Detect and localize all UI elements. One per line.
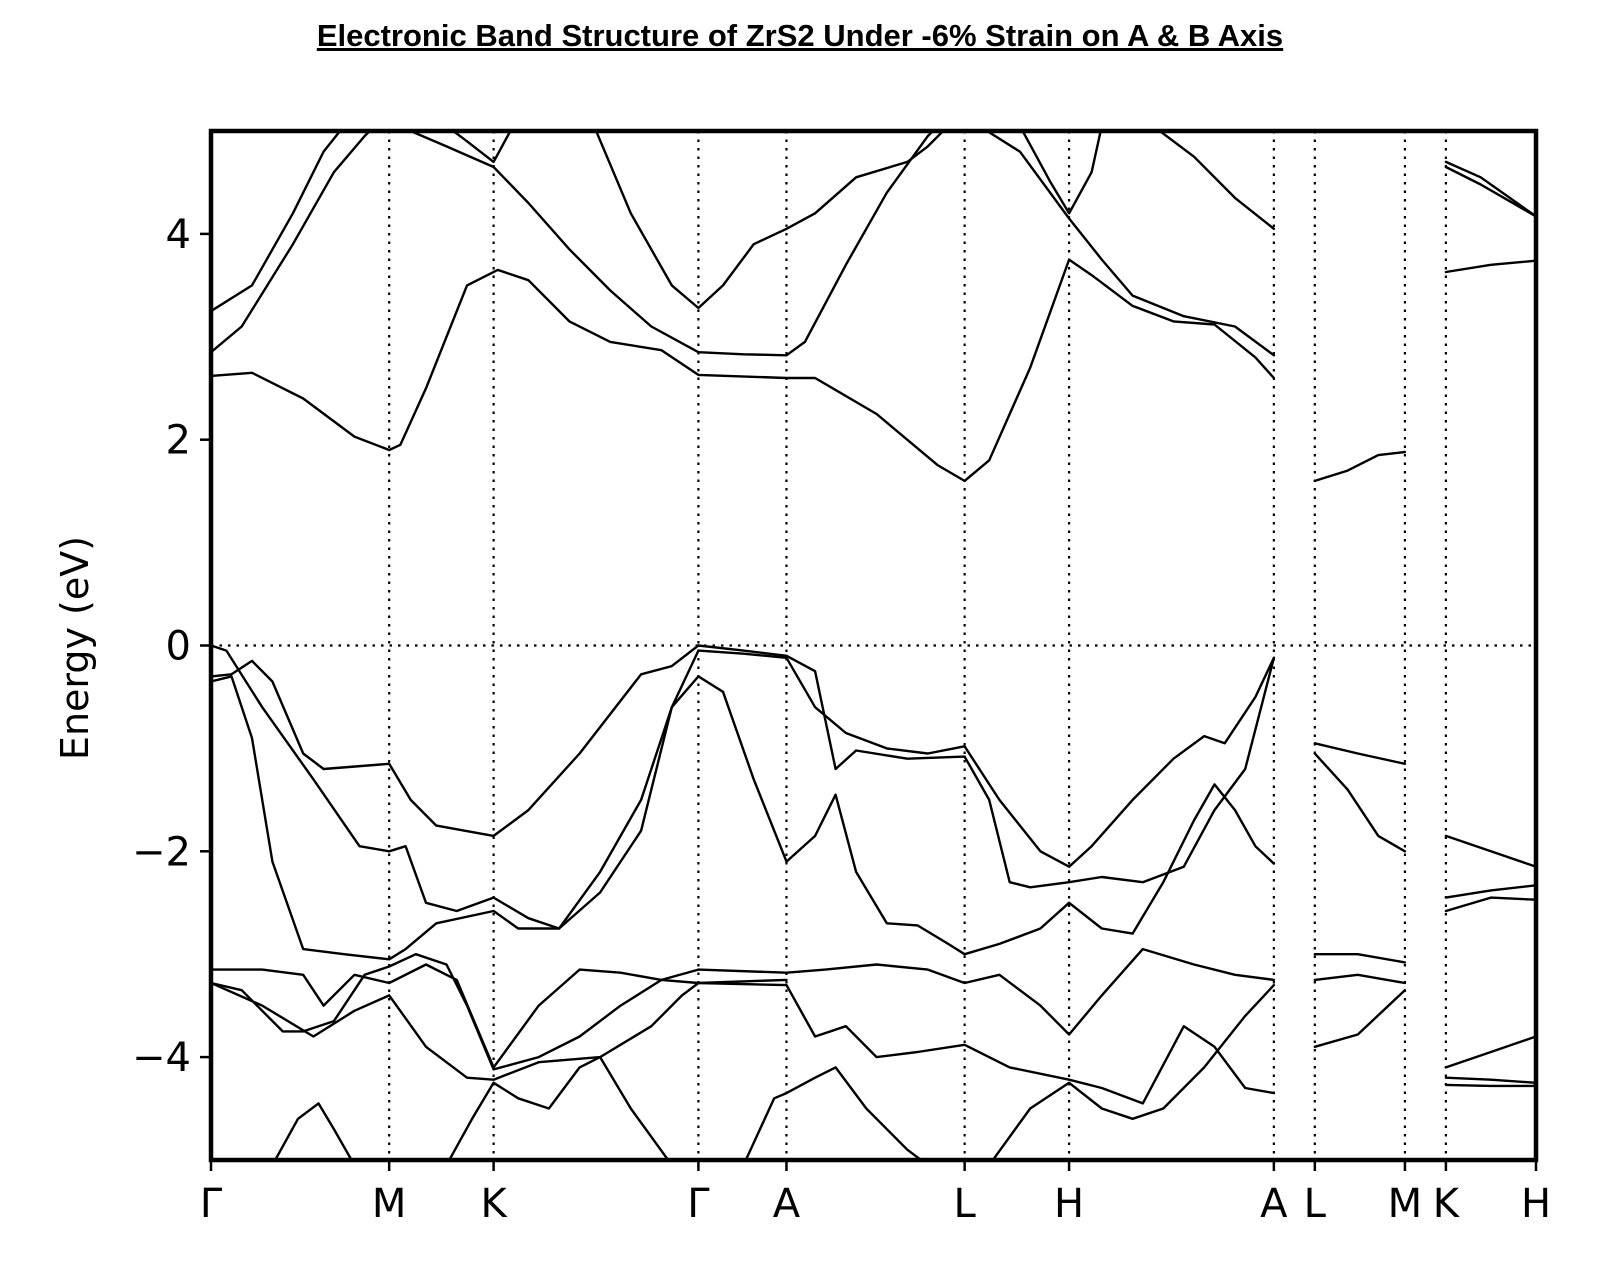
band-line-5: [594, 131, 945, 310]
y-tick-label: 4: [166, 212, 191, 258]
y-tick-label: −2: [132, 829, 191, 875]
x-tick-label: A: [773, 1181, 801, 1227]
band-line-8: [1157, 131, 1276, 230]
band-line-14: [211, 644, 1276, 889]
band-line-1: [211, 131, 372, 354]
x-tick-label: K: [480, 1181, 508, 1227]
y-tick-label: 2: [166, 418, 191, 464]
band-line-18: [211, 978, 788, 1081]
band-line-20: [447, 1055, 670, 1160]
band-line-10: [1444, 160, 1536, 218]
band-line-15: [211, 675, 1276, 961]
band-line-27: [1313, 989, 1407, 1048]
plot-border: [208, 128, 1539, 1163]
band-line-32: [1444, 1076, 1536, 1084]
band-line-26: [1313, 973, 1407, 985]
x-tick-label: Γ: [200, 1181, 223, 1227]
x-tick-label: H: [1054, 1181, 1084, 1227]
x-tick-label: A: [1260, 1181, 1288, 1227]
y-tick-label: 0: [166, 624, 191, 670]
band-line-3: [407, 131, 935, 357]
x-tick-label: K: [1433, 1181, 1461, 1227]
band-line-0: [211, 258, 1276, 483]
x-tick-label: Γ: [687, 1181, 710, 1227]
band-line-22: [991, 983, 1276, 1160]
band-line-25: [1313, 953, 1407, 964]
plot-frame: [208, 128, 1539, 1163]
y-axis: −4 −2 0 2 4: [132, 212, 211, 1081]
band-line-13: [211, 644, 1276, 930]
band-line-21: [744, 1066, 924, 1160]
band-line-29: [1444, 884, 1536, 899]
x-tick-label: M: [372, 1181, 407, 1227]
band-line-28: [1444, 834, 1536, 868]
band-line-24: [1313, 752, 1407, 853]
band-line-17: [211, 953, 1276, 1105]
x-tick-label: L: [953, 1181, 976, 1227]
high-symmetry-lines: [388, 131, 1447, 1160]
band-line-6: [984, 131, 1276, 357]
band-line-7: [1021, 131, 1102, 215]
band-line-23: [1313, 742, 1407, 765]
band-line-30: [1444, 896, 1536, 913]
y-tick-label: −4: [132, 1035, 191, 1081]
band-line-9: [1313, 450, 1407, 483]
band-lines: [211, 131, 1536, 1160]
band-line-33: [1444, 1083, 1536, 1088]
y-axis-label: Energy (eV): [53, 536, 97, 760]
x-tick-label: H: [1521, 1181, 1551, 1227]
band-line-2: [211, 131, 342, 313]
band-line-12: [1444, 259, 1536, 274]
band-line-31: [1444, 1035, 1536, 1069]
x-tick-label: L: [1304, 1181, 1327, 1227]
band-line-4: [451, 131, 512, 164]
band-line-19: [273, 1102, 353, 1160]
chart-title: Electronic Band Structure of ZrS2 Under …: [316, 18, 1284, 53]
x-tick-label: M: [1388, 1181, 1423, 1227]
band-line-11: [1444, 165, 1536, 218]
band-line-16: [211, 947, 1276, 1069]
